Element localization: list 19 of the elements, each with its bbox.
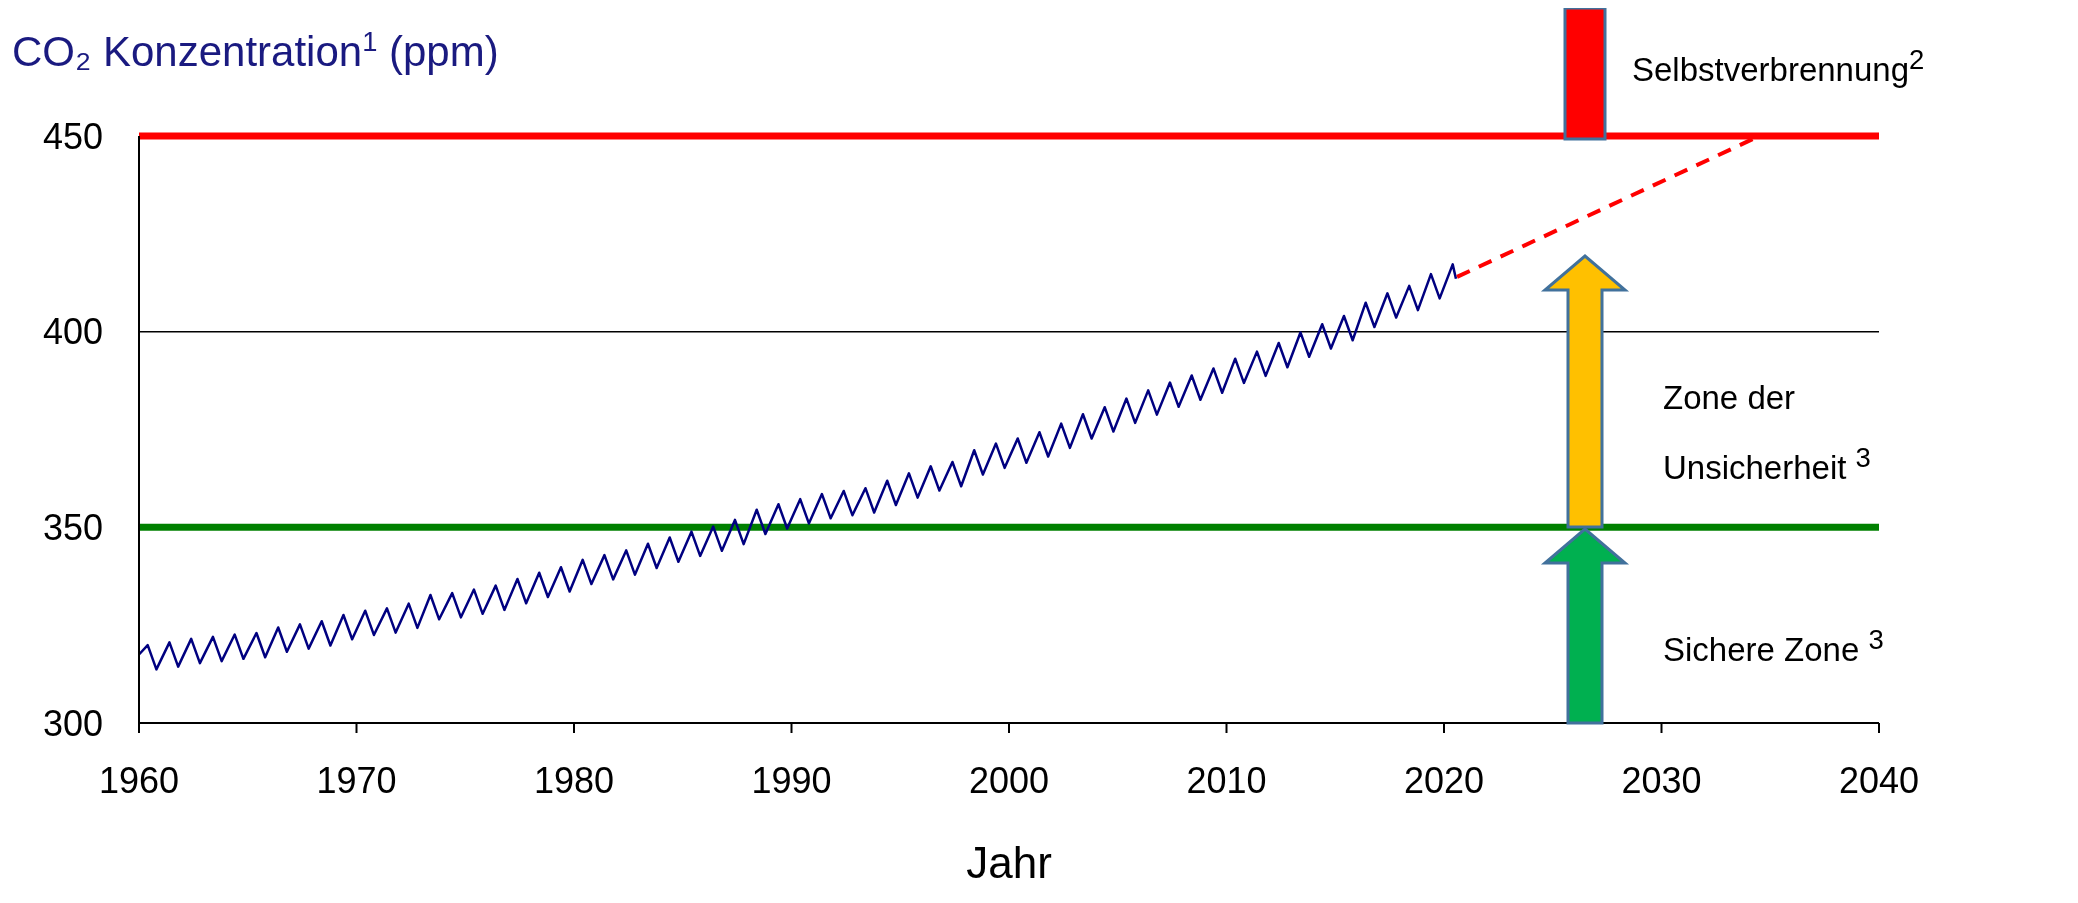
x-tick-label: 2040 (1838, 759, 1920, 801)
y-tick-label: 400 (42, 311, 103, 353)
x-tick-label: 2010 (1186, 759, 1267, 801)
text: Selbstverbrennung$^{2}$ (1632, 43, 1926, 90)
line-series (139, 263, 1458, 671)
annotation: Zone der Unsicherheit $^{3}$ (1663, 378, 1872, 488)
x-tick-label: 1960 (98, 759, 180, 801)
x-tick-label: 1970 (316, 759, 397, 801)
x-tick-label: 1990 (751, 759, 832, 801)
x-tick-label: 2020 (1403, 759, 1485, 801)
y-axis-title: CO₂ Konzentration$^{1}$ (ppm) (12, 25, 499, 75)
x-tick-label: 1980 (533, 759, 615, 801)
y-tick-label: 300 (42, 702, 103, 744)
x-axis-title: Jahr (966, 838, 1052, 887)
x-tick-label: 2030 (1621, 759, 1702, 801)
y-tick-label: 450 (42, 115, 103, 157)
y-tick-label: 350 (42, 507, 103, 549)
annotation: Sichere Zone $^{3}$ (1663, 623, 1885, 670)
x-tick-label: 2000 (968, 759, 1050, 801)
